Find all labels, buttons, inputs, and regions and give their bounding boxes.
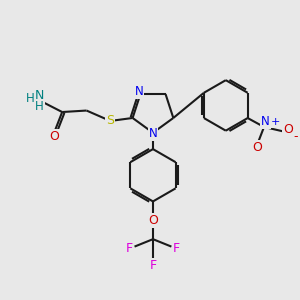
Text: O: O [253, 141, 262, 154]
Text: O: O [148, 214, 158, 227]
Text: H: H [26, 92, 35, 105]
Text: N: N [134, 85, 143, 98]
Text: F: F [149, 260, 157, 272]
Text: N: N [261, 115, 270, 128]
Text: S: S [106, 114, 114, 128]
Text: O: O [49, 130, 59, 143]
Text: -: - [294, 130, 298, 143]
Text: N: N [148, 127, 157, 140]
Text: F: F [173, 242, 180, 255]
Text: +: + [271, 117, 280, 127]
Text: H: H [35, 100, 44, 112]
Text: O: O [283, 123, 293, 136]
Text: F: F [126, 242, 133, 255]
Text: N: N [34, 89, 44, 103]
